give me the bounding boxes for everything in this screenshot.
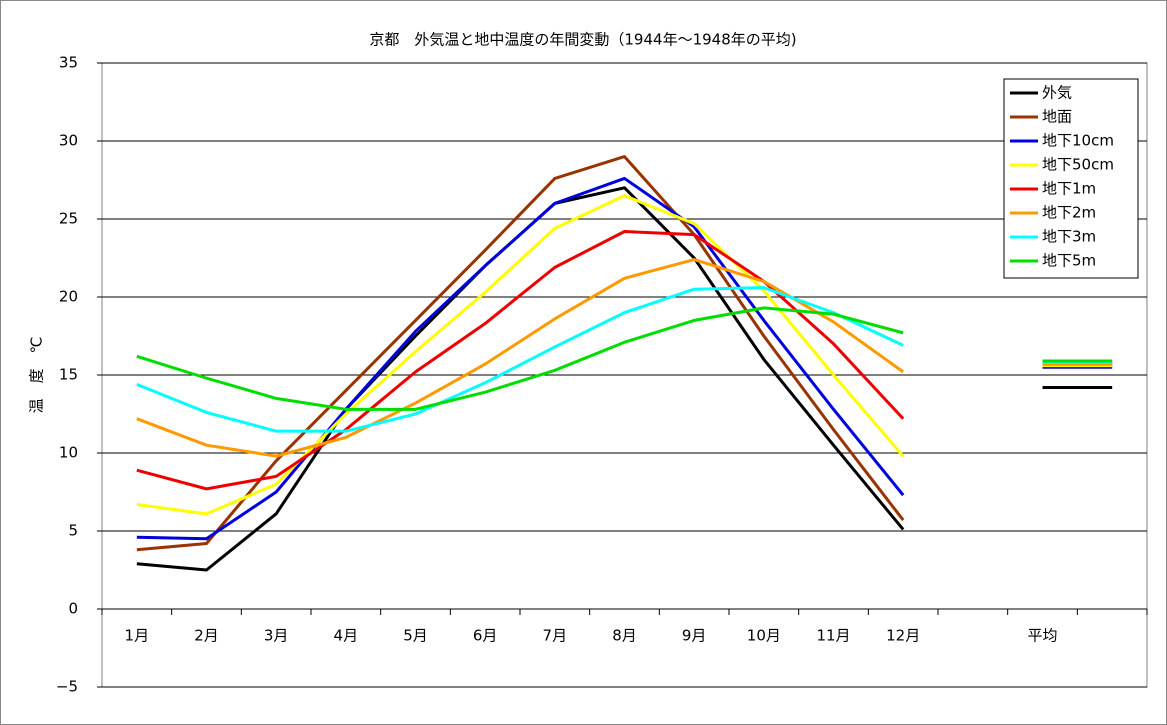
y-tick-label: 10 [59,444,78,462]
x-tick-label: 12月 [886,627,920,645]
y-tick-label: 20 [59,288,78,306]
chart-title: 京都 外気温と地中温度の年間変動（1944年～1948年の平均) [369,31,796,49]
y-tick-label: 30 [59,132,78,150]
legend-label: 地下1m [1042,180,1096,198]
x-tick-label: 10月 [747,627,781,645]
y-tick-label: 15 [59,366,78,384]
x-tick-label: 5月 [403,627,428,645]
x-tick-label: 11月 [816,627,850,645]
series-line [136,258,905,458]
x-tick-label: 3月 [264,627,289,645]
series-line [136,306,904,411]
y-axis-label: 温 度 ℃ [28,337,46,414]
y-tick-label: 25 [59,210,78,228]
series-line [136,176,905,541]
series-line [136,155,905,552]
legend-label: 地面 [1042,108,1072,126]
legend-label: 地下10cm [1042,132,1114,150]
legend-label: 地下3m [1042,228,1096,246]
legend-box [1003,78,1139,279]
series-line [136,194,905,516]
x-tick-label: 平均 [1027,627,1057,645]
series-line [136,286,904,433]
x-tick-label: 2月 [194,627,219,645]
y-tick-label: −5 [56,678,78,696]
x-tick-label: 7月 [543,627,568,645]
legend-label: 外気 [1042,84,1072,102]
y-tick-label: 0 [68,600,78,618]
x-tick-label: 6月 [473,627,498,645]
y-tick-label: 35 [59,54,78,72]
x-tick-label: 8月 [612,627,637,645]
x-tick-label: 1月 [125,627,150,645]
legend-label: 地下5m [1042,252,1096,270]
y-tick-label: 5 [68,522,78,540]
legend-label: 地下2m [1042,204,1096,222]
x-tick-label: 9月 [682,627,707,645]
x-tick-label: 4月 [334,627,359,645]
legend-label: 地下50cm [1042,156,1114,174]
